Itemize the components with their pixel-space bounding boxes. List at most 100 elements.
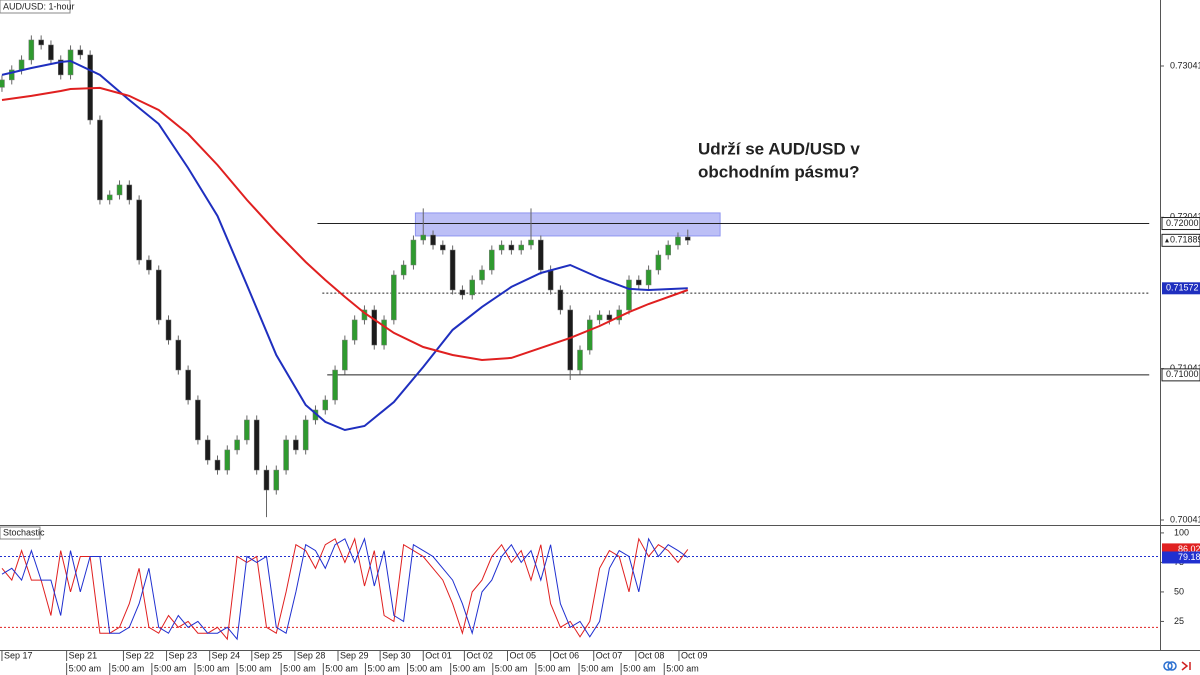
value-label: 79.18 xyxy=(1178,552,1200,562)
title-box xyxy=(0,0,71,14)
candle xyxy=(587,315,593,355)
candle xyxy=(410,235,417,270)
candle xyxy=(126,180,133,205)
y-tick-label: 0.70041 xyxy=(1170,514,1200,524)
x-tick-label: 5:00 am xyxy=(538,663,571,673)
candle-body xyxy=(0,79,5,88)
candle-body xyxy=(459,289,466,296)
candle xyxy=(459,285,466,300)
value-label-box xyxy=(1162,551,1200,564)
icon[interactable] xyxy=(1167,661,1177,671)
candle xyxy=(253,415,260,475)
candle-body xyxy=(28,39,35,61)
chart-title: AUD/USD: 1-hour xyxy=(3,1,75,11)
candle-body xyxy=(322,399,329,411)
candle-body xyxy=(685,236,691,241)
candle-body xyxy=(9,69,15,81)
candle xyxy=(577,345,583,375)
annotation: Udrží se AUD/USD v xyxy=(698,139,860,158)
indicator-title-box xyxy=(0,526,41,540)
candle xyxy=(567,305,573,381)
candle-body xyxy=(655,254,662,271)
candle xyxy=(263,465,270,518)
candle xyxy=(234,435,240,455)
candle xyxy=(293,435,299,455)
candle-body xyxy=(185,369,191,401)
candle xyxy=(400,260,407,280)
candle-body xyxy=(371,309,378,346)
x-tick-label: Oct 05 xyxy=(510,650,537,660)
candle xyxy=(420,208,426,245)
candle xyxy=(302,415,309,455)
x-tick-label: Sep 28 xyxy=(297,650,326,660)
candle-body xyxy=(204,439,211,461)
x-tick-label: 5:00 am xyxy=(367,663,400,673)
candle xyxy=(557,285,564,315)
x-tick-label: 5:00 am xyxy=(495,663,528,673)
candle-body xyxy=(528,239,534,246)
candle xyxy=(645,265,652,290)
candle-body xyxy=(97,119,103,201)
x-tick-label: 5:00 am xyxy=(666,663,699,673)
candle xyxy=(508,240,515,255)
candle-body xyxy=(351,319,358,341)
price-label: 0.71000 xyxy=(1166,369,1199,379)
candle xyxy=(97,115,103,205)
candle xyxy=(9,65,15,85)
candle-body xyxy=(38,39,44,46)
candle-body xyxy=(77,49,84,56)
x-tick-label: 5:00 am xyxy=(239,663,272,673)
candle xyxy=(391,270,397,325)
x-tick-label: Sep 17 xyxy=(4,650,33,660)
price-label-box xyxy=(1161,217,1200,231)
candle xyxy=(165,315,172,345)
x-tick-label: Oct 06 xyxy=(553,650,580,660)
x-tick-label: Sep 25 xyxy=(254,650,283,660)
candle xyxy=(214,455,221,475)
y-tick-label: 0.72041 xyxy=(1170,212,1200,222)
candle-body xyxy=(547,269,554,291)
candle-body xyxy=(626,279,632,311)
candle-body xyxy=(293,439,299,451)
candle-body xyxy=(214,459,221,471)
icon[interactable] xyxy=(1181,661,1191,671)
candle xyxy=(596,310,603,325)
candle-body xyxy=(273,469,280,491)
candle-body xyxy=(400,264,407,276)
candle xyxy=(351,315,358,345)
candle-body xyxy=(489,249,495,271)
x-tick-label: 5:00 am xyxy=(410,663,443,673)
x-tick-label: Oct 09 xyxy=(681,650,708,660)
candle-body xyxy=(244,419,250,441)
y-tick-label: 0.71041 xyxy=(1170,363,1200,373)
ma-label-box xyxy=(1162,282,1200,295)
x-tick-label: Sep 23 xyxy=(169,650,198,660)
candle-body xyxy=(263,469,270,491)
candle-body xyxy=(106,194,113,201)
ma-label: 0.71572 xyxy=(1166,283,1199,293)
candle xyxy=(116,180,123,200)
icon[interactable] xyxy=(1163,661,1173,671)
candle-body xyxy=(469,279,475,296)
candle-body xyxy=(175,339,182,371)
toolbar-icons[interactable] xyxy=(1163,661,1191,671)
x-tick-label: Oct 01 xyxy=(425,650,452,660)
candle-body xyxy=(342,339,348,371)
value-label: 86.02 xyxy=(1178,544,1200,554)
candle-body xyxy=(420,234,426,241)
candle-body xyxy=(155,269,162,321)
candle xyxy=(665,240,671,260)
moving-average xyxy=(1,59,688,432)
candle xyxy=(28,35,35,65)
candle xyxy=(371,305,378,350)
candle xyxy=(430,230,436,250)
x-tick-label: 5:00 am xyxy=(197,663,230,673)
candle xyxy=(195,395,201,445)
candle xyxy=(273,465,280,495)
x-tick-label: 5:00 am xyxy=(69,663,102,673)
candle-body xyxy=(675,236,681,246)
y-tick-label: 25 xyxy=(1174,616,1184,626)
candle xyxy=(498,240,505,255)
candle-body xyxy=(577,349,583,371)
